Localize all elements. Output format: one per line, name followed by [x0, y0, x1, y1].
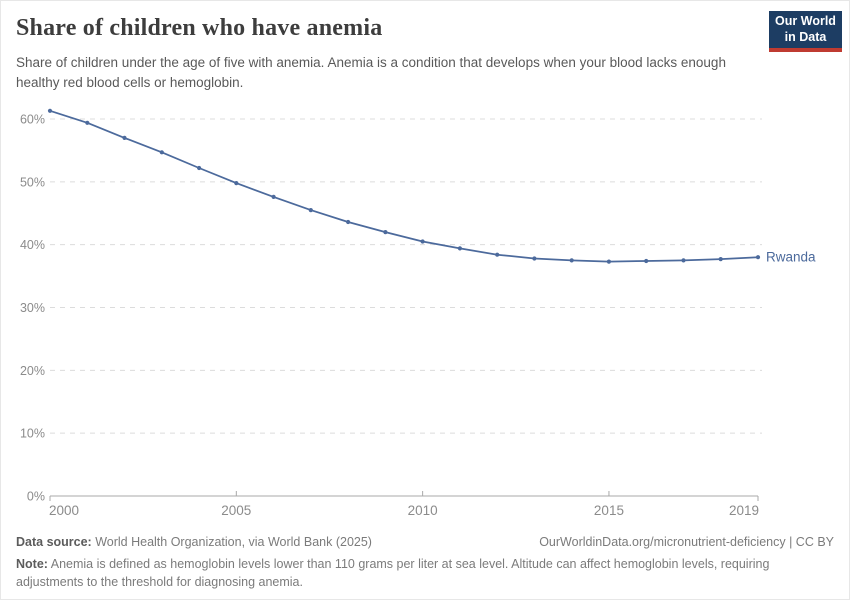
data-point [495, 252, 500, 257]
data-point [457, 246, 462, 251]
y-axis-tick-label: 20% [20, 364, 45, 378]
x-axis-tick-label: 2005 [221, 503, 251, 518]
y-axis-tick-label: 30% [20, 301, 45, 315]
data-point [420, 239, 425, 244]
data-point [681, 258, 686, 263]
y-axis-tick-label: 60% [20, 113, 45, 127]
data-point [606, 259, 612, 264]
x-axis-tick-label: 2015 [594, 503, 624, 518]
y-axis-tick-label: 40% [20, 238, 45, 252]
data-point [755, 255, 761, 260]
footer-note: Note: Anemia is defined as hemoglobin le… [16, 556, 834, 592]
data-point [308, 208, 313, 213]
data-point [644, 258, 649, 264]
x-axis-tick-label: 2000 [49, 503, 79, 518]
data-point [271, 194, 276, 199]
y-axis-tick-label: 10% [20, 427, 45, 441]
data-point [47, 108, 53, 113]
page-title: Share of children who have anemia [16, 15, 383, 41]
data-point [346, 219, 351, 225]
data-point [85, 120, 90, 125]
data-point [532, 256, 537, 261]
chart-footer: Data source: World Health Organization, … [16, 534, 834, 591]
chart-subtitle: Share of children under the age of five … [16, 55, 726, 90]
data-source: Data source: World Health Organization, … [16, 534, 372, 552]
data-point [383, 230, 388, 235]
y-axis-tick-label: 0% [27, 490, 45, 504]
data-point [159, 150, 164, 155]
data-source-text: World Health Organization, via World Ban… [91, 535, 372, 549]
series-line [49, 109, 759, 263]
owid-logo: Our World in Data [769, 11, 842, 52]
note-text: Anemia is defined as hemoglobin levels l… [16, 556, 770, 589]
note-label: Note: [16, 556, 48, 571]
data-point [234, 181, 239, 186]
series-entity-label: Rwanda [766, 250, 816, 265]
license-link[interactable]: OurWorldinData.org/micronutrient-deficie… [539, 535, 834, 549]
y-axis-tick-label: 50% [20, 175, 45, 189]
line-chart: 0% 10% 20% 30% 40% 50% 60% 2000 2005 2010 2015 2019… [20, 108, 816, 518]
data-point [718, 257, 723, 262]
data-point [197, 165, 202, 171]
x-axis-tick-label: 2019 [729, 503, 759, 518]
data-point [122, 135, 127, 140]
data-point [569, 258, 574, 263]
footer-source-row: Data source: World Health Organization, … [16, 534, 834, 552]
x-axis-tick-label: 2010 [408, 503, 438, 518]
data-source-label: Data source: [16, 535, 92, 549]
owid-logo-line2: in Data [784, 29, 827, 44]
owid-logo-line1: Our World [775, 13, 836, 28]
